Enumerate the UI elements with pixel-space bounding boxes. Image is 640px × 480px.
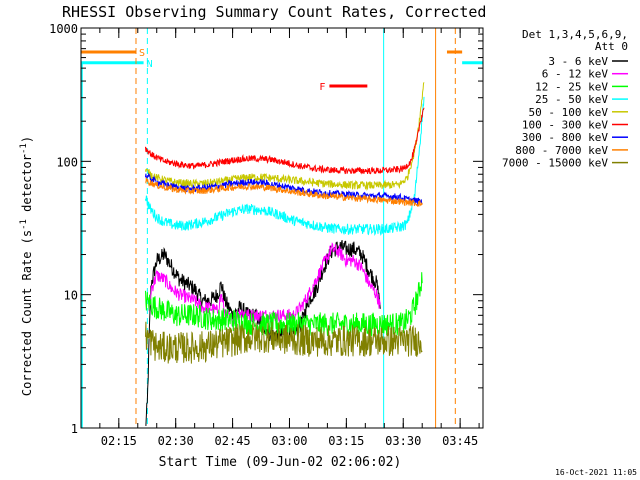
legend-header-line: Det 1,3,4,5,6,9,: [522, 28, 628, 41]
x-tick-label: 02:30: [158, 434, 194, 448]
series-line-5: [145, 82, 425, 192]
flag-label-s: S: [139, 48, 145, 59]
legend-label: 12 - 25 keV: [535, 80, 608, 93]
legend-header-line: Att 0: [595, 40, 628, 53]
x-tick-label: 03:30: [385, 434, 421, 448]
y-tick-label: 1000: [49, 22, 78, 36]
legend-label: 50 - 100 keV: [529, 106, 609, 119]
x-tick-label: 03:45: [442, 434, 478, 448]
legend-label: 100 - 300 keV: [522, 119, 608, 132]
flag-label-n: N: [147, 59, 153, 70]
y-tick-label: 10: [64, 289, 78, 303]
series-line-9: [145, 321, 423, 364]
plot-frame: [80, 27, 484, 429]
series-line-7: [145, 172, 423, 207]
legend-label: 25 - 50 keV: [535, 93, 608, 106]
legend-label: 800 - 7000 keV: [515, 144, 608, 157]
x-tick-label: 02:45: [215, 434, 251, 448]
series-line-3: [145, 272, 423, 337]
y-tick-label: 100: [56, 155, 78, 169]
y-tick-label: 1: [71, 422, 78, 436]
x-axis-label: Start Time (09-Jun-02 02:06:02): [159, 455, 402, 470]
flag-label-f: F: [319, 82, 325, 93]
series-line-6: [145, 107, 425, 175]
x-tick-label: 03:00: [271, 434, 307, 448]
legend-label: 3 - 6 keV: [548, 55, 608, 68]
chart-title: RHESSI Observing Summary Count Rates, Co…: [62, 3, 486, 21]
y-axis-label: Corrected Count Rate (s-1 detector-1): [19, 136, 34, 396]
legend-label: 6 - 12 keV: [542, 68, 609, 81]
legend-label: 300 - 800 keV: [522, 131, 608, 144]
series-line-4: [145, 96, 425, 236]
x-tick-label: 02:15: [101, 434, 137, 448]
series-line-8: [145, 177, 423, 207]
legend-label: 7000 - 15000 keV: [502, 157, 608, 170]
timestamp-text: 16-Oct-2021 11:05: [555, 468, 637, 477]
series-line-2: [148, 242, 381, 328]
x-tick-label: 03:15: [328, 434, 364, 448]
